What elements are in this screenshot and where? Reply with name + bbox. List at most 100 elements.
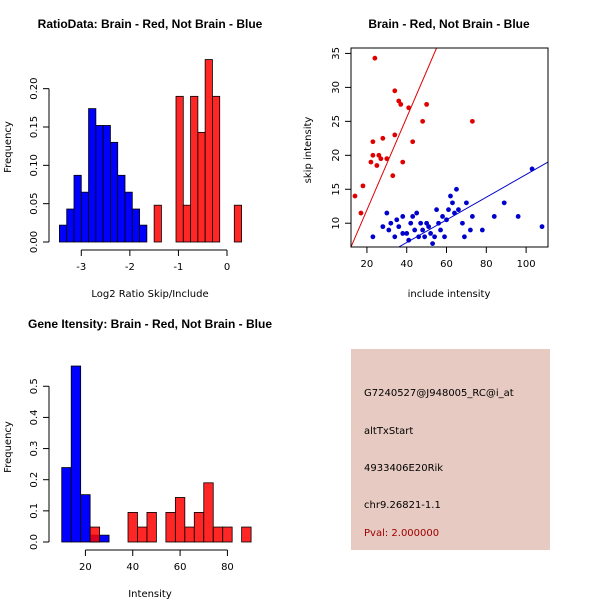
scatter-point-not-brain-9 xyxy=(400,214,406,219)
ratio-histogram-axes: -3 -2 -1 0 0.00 0.05 0.10 0.15 0.20 xyxy=(29,78,230,273)
intensity-bar-not-brain-2 xyxy=(80,494,91,543)
intensity-y-tick-label: 0.0 xyxy=(29,534,40,550)
ratio-bar-not-brain-8 xyxy=(117,174,126,243)
scatter-point-not-brain-17 xyxy=(418,220,424,226)
info-panel: G7240527@J948005_RC@i_at altTxStart 4933… xyxy=(351,349,550,550)
scatter-point-not-brain-22 xyxy=(428,231,433,236)
intensity-histogram: Gene Itensity: Brain - Red, Not Brain - … xyxy=(3,317,272,600)
event-type: altTxStart xyxy=(364,426,413,437)
intensity-histogram-axes: 20 40 60 80 0.0 0.1 0.2 0.3 0.4 0.5 xyxy=(29,378,234,573)
scatter-point-not-brain-45 xyxy=(515,214,521,219)
ratio-bar-brain-5 xyxy=(190,95,199,243)
ratio-histogram-title: RatioData: Brain - Red, Not Brain - Blue xyxy=(38,17,263,31)
ratio-bar-brain-8 xyxy=(212,95,221,243)
scatter-point-not-brain-43 xyxy=(491,214,497,219)
scatter-point-not-brain-40 xyxy=(467,227,473,233)
scatter-x-tick-label: 20 xyxy=(361,259,374,270)
ratio-y-tick-label: 0.10 xyxy=(29,154,40,176)
scatter-point-not-brain-35 xyxy=(454,186,459,192)
ratio-y-tick-label: 0.05 xyxy=(29,193,40,215)
scatter-point-not-brain-39 xyxy=(464,200,469,206)
intensity-bar-brain-0 xyxy=(89,526,101,543)
scatter-point-brain-0 xyxy=(352,193,358,199)
intensity-y-tick-label: 0.2 xyxy=(29,472,40,488)
scatter-y-tick-label: 15 xyxy=(331,183,342,196)
ratio-bar-not-brain-11 xyxy=(139,224,148,243)
scatter-y-tick-label: 10 xyxy=(331,217,342,230)
scatter-ylabel: skip intensity xyxy=(303,117,314,184)
scatter-point-brain-2 xyxy=(360,183,366,189)
scatter-point-not-brain-11 xyxy=(406,237,412,243)
scatter-point-not-brain-27 xyxy=(438,227,443,233)
p-value: Pval: 2.000000 xyxy=(364,528,439,539)
ratio-x-tick-label: -3 xyxy=(76,262,86,273)
scatter-fit-line-not-brain xyxy=(398,161,548,247)
intensity-y-tick-label: 0.1 xyxy=(29,503,40,519)
scatter-point-not-brain-23 xyxy=(430,241,435,247)
scatter-point-brain-19 xyxy=(410,139,416,145)
intensity-bar-brain-5 xyxy=(137,526,148,543)
scatter-point-not-brain-15 xyxy=(414,210,420,216)
scatter-point-brain-22 xyxy=(469,118,475,124)
intensity-x-tick-label: 80 xyxy=(221,562,234,573)
probe-id: G7240527@J948005_RC@i_at xyxy=(364,388,514,399)
scatter-point-brain-1 xyxy=(358,210,364,216)
intensity-histogram-xlabel: Intensity xyxy=(128,589,172,600)
intensity-bar-brain-10 xyxy=(184,526,195,543)
scatter-point-not-brain-18 xyxy=(420,227,426,233)
scatter-point-not-brain-26 xyxy=(436,220,441,226)
scatter-point-not-brain-32 xyxy=(448,193,453,199)
ratio-histogram-bars xyxy=(59,59,242,243)
intensity-bar-not-brain-4 xyxy=(99,534,110,543)
ratio-bar-not-brain-2 xyxy=(73,174,82,243)
scatter-point-brain-9 xyxy=(378,156,384,162)
ratio-bar-not-brain-3 xyxy=(80,191,89,243)
intensity-y-tick-label: 0.4 xyxy=(29,409,40,425)
scatter-point-not-brain-8 xyxy=(400,231,406,236)
scatter-point-brain-16 xyxy=(398,101,404,107)
ratio-bar-not-brain-5 xyxy=(95,125,104,243)
scatter-point-not-brain-25 xyxy=(434,207,439,213)
scatter-point-not-brain-5 xyxy=(392,234,398,240)
intensity-histogram-title: Gene Itensity: Brain - Red, Not Brain - … xyxy=(28,317,272,331)
scatter-point-not-brain-37 xyxy=(460,220,465,226)
ratio-bar-not-brain-6 xyxy=(102,125,111,243)
ratio-histogram-ylabel: Frequency xyxy=(3,121,14,173)
intensity-x-tick-label: 60 xyxy=(174,562,187,573)
ratio-bar-not-brain-4 xyxy=(88,108,97,243)
scatter-point-not-brain-47 xyxy=(539,224,545,230)
scatter-point-not-brain-7 xyxy=(396,224,402,230)
scatter-point-brain-3 xyxy=(368,159,374,165)
ratio-x-tick-label: -2 xyxy=(125,262,135,273)
scatter-point-not-brain-38 xyxy=(462,234,467,240)
ratio-bar-brain-4 xyxy=(182,204,191,243)
intensity-bar-brain-11 xyxy=(193,512,205,543)
scatter-fit-line-brain xyxy=(351,48,438,247)
scatter-point-brain-14 xyxy=(392,88,398,94)
intensity-y-tick-label: 0.3 xyxy=(29,441,40,457)
scatter-point-not-brain-19 xyxy=(422,234,428,240)
scatter-x-tick-label: 40 xyxy=(400,259,413,270)
intensity-histogram-ylabel: Frequency xyxy=(3,421,14,473)
scatter-x-tick-label: 100 xyxy=(517,259,536,270)
ratio-histogram: RatioData: Brain - Red, Not Brain - Blue… xyxy=(3,17,263,300)
ratio-y-tick-label: 0.20 xyxy=(29,78,40,100)
scatter-title: Brain - Red, Not Brain - Blue xyxy=(368,17,530,31)
ratio-bar-brain-6 xyxy=(197,131,206,243)
scatter-marks xyxy=(351,48,548,247)
intensity-bar-not-brain-1 xyxy=(70,365,82,543)
intensity-bar-brain-13 xyxy=(212,526,224,543)
scatter-point-not-brain-33 xyxy=(450,200,455,206)
info-panel-background xyxy=(351,349,550,550)
scatter-point-brain-7 xyxy=(374,163,380,168)
genomic-location: chr9.26821-1.1 xyxy=(364,500,441,511)
ratio-bar-brain-3 xyxy=(175,95,184,243)
scatter-point-not-brain-1 xyxy=(380,224,386,230)
intensity-x-tick-label: 20 xyxy=(79,562,92,573)
scatter-point-not-brain-10 xyxy=(404,231,410,236)
scatter-point-not-brain-24 xyxy=(432,234,437,240)
scatter-xlabel: include intensity xyxy=(408,289,491,300)
gene-name: 4933406E20Rik xyxy=(364,463,443,474)
ratio-bar-not-brain-0 xyxy=(59,224,68,243)
